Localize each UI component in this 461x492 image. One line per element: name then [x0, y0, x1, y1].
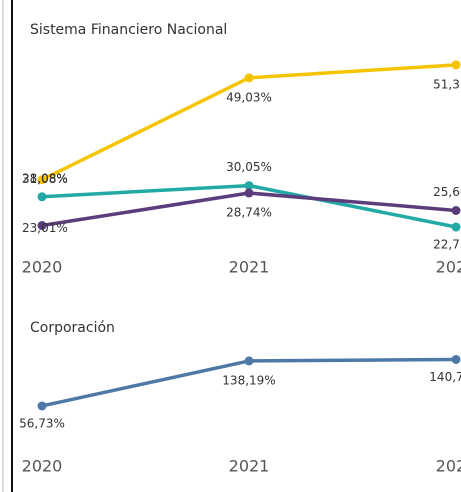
x-tick-label: 2021: [229, 457, 270, 476]
x-tick-label: 2021: [229, 258, 270, 277]
point: [451, 60, 461, 70]
data-label: 30,05%: [226, 160, 272, 174]
data-label: 31,08%: [22, 172, 68, 186]
point: [244, 181, 254, 191]
x-tick-label: 2022: [436, 258, 461, 277]
point: [37, 192, 47, 202]
point: [37, 175, 47, 185]
data-label: 49,03%: [226, 90, 272, 104]
x-tick-label: 2020: [22, 457, 63, 476]
data-label: 25,66%: [433, 185, 461, 199]
data-label: 140,77%: [429, 370, 461, 384]
point: [244, 356, 254, 366]
point: [37, 401, 47, 411]
point: [451, 222, 461, 232]
data-label: 51,31%: [433, 77, 461, 91]
data-label: 23,01%: [22, 221, 68, 235]
data-label: 56,73%: [19, 416, 65, 430]
point: [451, 205, 461, 215]
point: [37, 221, 47, 231]
point: [244, 188, 254, 198]
x-tick-label: 2022: [436, 457, 461, 476]
x-tick-label: 2020: [22, 258, 63, 277]
chart-title: Corporación: [30, 320, 115, 336]
data-label: 28,08%: [22, 171, 68, 185]
data-label: 138,19%: [222, 373, 275, 387]
data-label: 28,74%: [226, 206, 272, 220]
point: [451, 354, 461, 364]
point: [244, 73, 254, 83]
chart-title: Sistema Financiero Nacional: [30, 22, 227, 38]
data-label: 22,75%: [433, 238, 461, 252]
